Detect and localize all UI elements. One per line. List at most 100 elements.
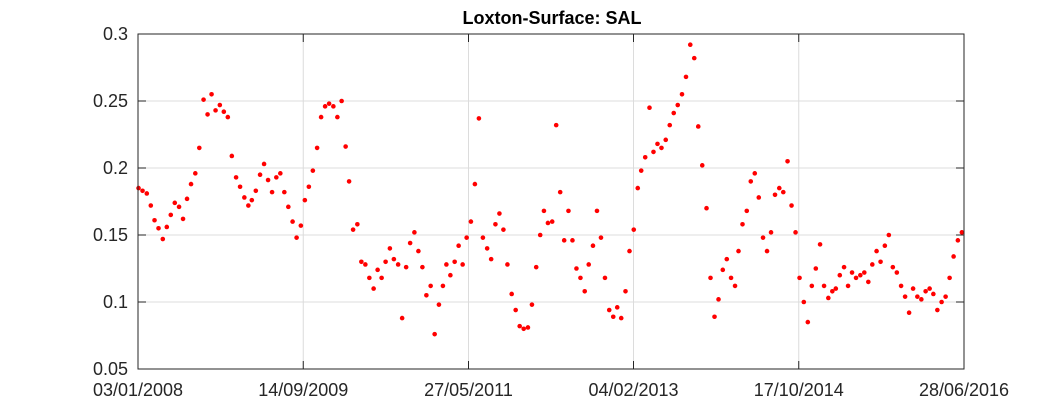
data-point <box>184 196 190 202</box>
data-point <box>902 294 908 299</box>
data-point <box>910 286 916 291</box>
data-point <box>359 259 364 265</box>
data-point <box>387 246 393 251</box>
data-point <box>642 154 648 160</box>
data-point <box>740 221 745 227</box>
data-point <box>927 286 932 291</box>
data-point <box>480 235 486 240</box>
data-point <box>322 104 328 109</box>
data-point <box>659 145 664 151</box>
data-point <box>497 211 502 216</box>
data-point <box>383 259 388 265</box>
data-point <box>306 184 312 190</box>
data-point <box>610 314 616 320</box>
data-point <box>768 230 774 235</box>
data-point <box>602 275 608 281</box>
data-point <box>265 177 271 183</box>
data-point <box>853 275 859 281</box>
data-point <box>205 112 210 117</box>
data-point <box>894 270 900 275</box>
data-point <box>728 275 734 281</box>
data-point <box>371 286 376 291</box>
data-point <box>346 179 352 184</box>
data-point <box>257 172 263 177</box>
data-point <box>436 302 442 307</box>
data-point <box>882 243 888 249</box>
data-point <box>789 203 794 208</box>
data-point <box>156 226 161 231</box>
y-tick-label: 0.3 <box>103 24 128 44</box>
data-point <box>712 314 717 320</box>
data-point <box>635 185 641 191</box>
data-point <box>209 92 214 97</box>
data-point <box>663 137 669 143</box>
data-point <box>509 291 514 297</box>
data-point <box>553 122 559 128</box>
data-point <box>403 264 409 270</box>
data-point <box>744 208 750 214</box>
data-point <box>647 105 652 110</box>
data-point <box>407 240 413 246</box>
data-point <box>444 262 449 267</box>
data-point <box>821 283 827 289</box>
data-point <box>732 283 738 289</box>
data-point <box>606 307 612 313</box>
data-point <box>870 262 875 267</box>
data-point <box>890 264 896 270</box>
data-point <box>375 267 380 273</box>
data-point <box>294 235 299 240</box>
data-point <box>687 42 693 48</box>
data-point <box>286 204 291 210</box>
data-point <box>399 315 405 321</box>
data-point <box>845 283 851 289</box>
y-axis-ticks: 0.05 0.1 0.15 0.2 0.25 0.3 <box>93 24 964 379</box>
data-point <box>355 221 360 227</box>
data-point <box>849 270 855 275</box>
data-point <box>943 294 948 299</box>
data-point <box>201 97 206 102</box>
data-point <box>484 246 490 251</box>
data-point <box>939 299 944 305</box>
data-point <box>833 286 839 291</box>
data-point <box>476 116 482 121</box>
data-point <box>298 223 304 228</box>
data-point <box>704 205 709 211</box>
data-point <box>752 171 758 176</box>
data-point <box>874 248 879 254</box>
data-point <box>172 200 178 206</box>
y-tick-label: 0.2 <box>103 158 128 178</box>
data-point <box>314 145 320 151</box>
data-point <box>188 181 194 187</box>
data-point <box>915 294 920 299</box>
data-point <box>862 270 867 275</box>
data-point <box>923 288 928 294</box>
data-point <box>955 238 961 243</box>
data-point <box>395 262 401 267</box>
data-point <box>780 189 786 195</box>
data-point <box>225 114 231 120</box>
data-point <box>720 267 726 273</box>
data-point <box>919 297 924 302</box>
data-point <box>716 297 721 302</box>
data-point <box>529 302 535 307</box>
data-point <box>237 184 243 190</box>
data-point <box>655 141 660 147</box>
data-point <box>335 114 340 120</box>
data-point <box>537 232 543 238</box>
data-point <box>776 185 782 191</box>
data-point <box>760 235 766 240</box>
data-point <box>468 219 474 224</box>
data-point <box>290 219 295 224</box>
data-point <box>708 275 713 281</box>
y-tick-label: 0.15 <box>93 225 128 245</box>
data-point <box>144 191 150 196</box>
data-point <box>261 161 267 167</box>
data-point <box>699 163 705 168</box>
data-point <box>428 283 433 289</box>
data-point <box>274 175 279 180</box>
data-point <box>683 74 689 80</box>
data-point <box>168 212 174 218</box>
data-point <box>432 331 437 337</box>
data-point <box>493 221 498 227</box>
